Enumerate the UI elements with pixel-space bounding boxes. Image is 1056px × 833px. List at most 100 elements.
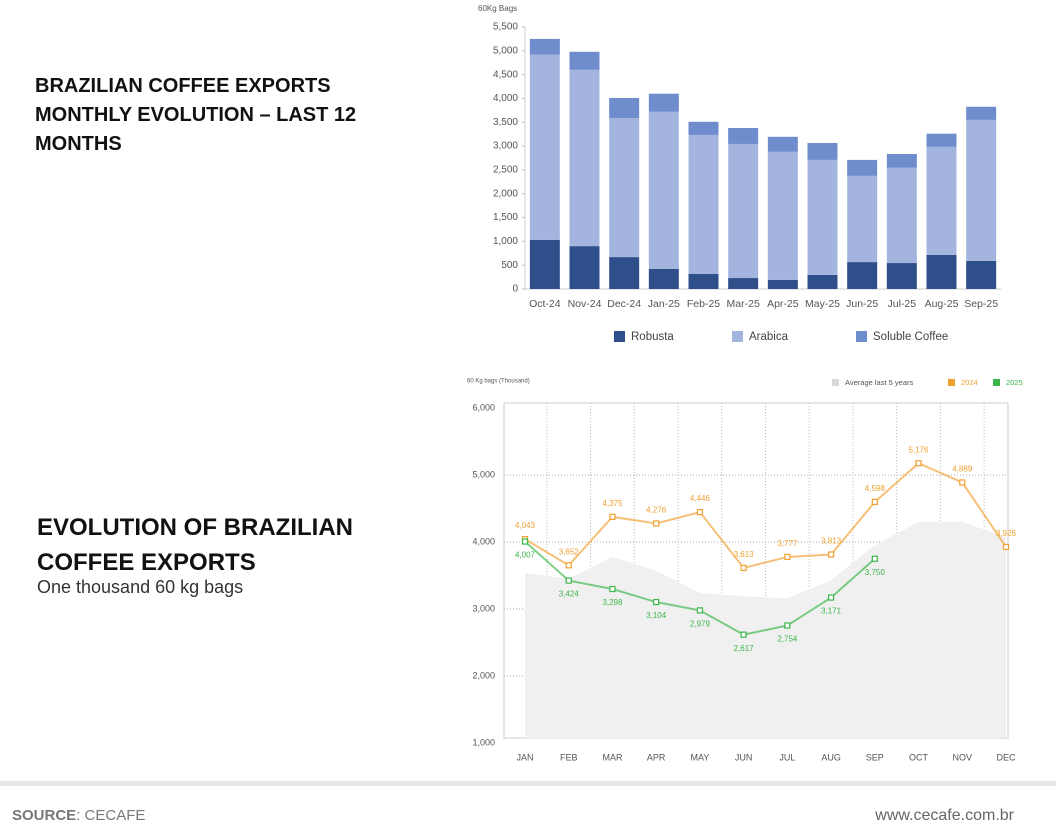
x-tick-label: MAY xyxy=(690,752,709,762)
x-tick-label: OCT xyxy=(909,752,929,762)
bar-segment xyxy=(529,38,560,55)
x-tick-label: Oct-24 xyxy=(529,298,561,310)
x-tick-label: NOV xyxy=(953,752,973,762)
y-tick-label: 2,000 xyxy=(472,670,495,680)
data-label: 3,813 xyxy=(821,537,842,546)
bar-segment xyxy=(688,134,719,274)
bar-segment xyxy=(569,69,600,247)
x-tick-label: Jul-25 xyxy=(888,298,917,310)
legend-swatch xyxy=(993,379,1000,386)
bar-segment xyxy=(886,167,917,264)
y-tick-label: 4,000 xyxy=(472,536,495,546)
data-label: 4,446 xyxy=(690,494,711,503)
x-tick-label: Mar-25 xyxy=(727,298,760,310)
source-value: : CECAFE xyxy=(76,807,146,824)
point xyxy=(784,553,791,561)
y-tick-label: 1,000 xyxy=(472,737,495,747)
bar-segment xyxy=(926,146,957,255)
x-tick-label: MAR xyxy=(602,752,623,762)
x-tick-label: Jun-25 xyxy=(846,298,878,310)
bar-segment xyxy=(767,279,798,289)
legend-swatch xyxy=(732,331,743,342)
point xyxy=(521,538,529,545)
bar-segment xyxy=(728,127,759,144)
x-tick-label: JUN xyxy=(735,752,753,762)
legend-label: 2024 xyxy=(961,378,978,387)
bar-segment xyxy=(886,263,917,289)
point xyxy=(740,631,747,638)
point xyxy=(565,562,572,569)
bar-segment xyxy=(728,143,759,279)
point xyxy=(653,520,660,527)
point xyxy=(871,498,878,506)
point xyxy=(915,460,922,467)
data-label: 4,276 xyxy=(646,506,667,515)
bar-segment xyxy=(648,111,679,269)
bar-segment xyxy=(529,239,560,289)
data-label: 5,176 xyxy=(909,445,930,454)
point xyxy=(740,564,747,572)
bar-segment xyxy=(648,93,679,112)
y-tick-label: 2,000 xyxy=(493,188,518,199)
point xyxy=(1002,543,1010,551)
point xyxy=(609,513,616,520)
bar-segment xyxy=(688,273,719,289)
point xyxy=(696,607,704,614)
y-axis-label: 60Kg Bags xyxy=(478,4,517,13)
data-label: 2,754 xyxy=(777,635,798,644)
bar-segment xyxy=(847,175,878,263)
bar-segment xyxy=(767,151,798,280)
y-tick-label: 4,000 xyxy=(493,93,518,104)
y-tick-label: 500 xyxy=(501,260,518,271)
x-tick-label: Aug-25 xyxy=(925,298,959,310)
chart-subtitle: One thousand 60 kg bags xyxy=(37,577,244,597)
x-tick-label: DEC xyxy=(996,752,1016,762)
x-tick-label: Dec-24 xyxy=(607,298,641,310)
x-tick-label: FEB xyxy=(560,752,578,762)
bar-segment xyxy=(966,119,997,261)
bar-segment xyxy=(529,54,560,240)
bar-segment xyxy=(926,133,957,147)
y-tick-label: 1,000 xyxy=(493,236,518,247)
bar-segment xyxy=(807,142,838,160)
legend-swatch xyxy=(856,331,867,342)
y-tick-label: 1,500 xyxy=(493,212,518,223)
y-tick-label: 5,500 xyxy=(493,22,518,33)
legend-swatch xyxy=(832,379,839,386)
y-tick-label: 4,500 xyxy=(493,69,518,80)
x-tick-label: JAN xyxy=(516,752,533,762)
bar-segment xyxy=(886,153,917,168)
data-label: 3,424 xyxy=(559,590,580,599)
x-tick-label: May-25 xyxy=(805,298,840,310)
data-label: 2,979 xyxy=(690,620,711,629)
data-label: 3,926 xyxy=(996,529,1017,538)
bar-segment xyxy=(648,268,679,289)
point xyxy=(959,479,966,486)
point xyxy=(784,622,791,629)
bar-segment xyxy=(688,121,719,135)
x-tick-label: Nov-24 xyxy=(568,298,602,310)
y-tick-label: 0 xyxy=(512,284,518,295)
y-tick-label: 5,000 xyxy=(472,469,495,479)
bar-segment xyxy=(728,278,759,289)
y-tick-label: 2,500 xyxy=(493,165,518,176)
point xyxy=(827,551,835,558)
point xyxy=(871,555,878,562)
x-tick-label: APR xyxy=(647,752,666,762)
point xyxy=(696,509,704,516)
bar-segment xyxy=(926,254,957,289)
source-label: SOURCE xyxy=(12,807,77,824)
bar-segment xyxy=(966,106,997,120)
x-tick-label: SEP xyxy=(866,752,884,762)
bar-segment xyxy=(767,136,798,152)
y-tick-label: 5,000 xyxy=(493,45,518,56)
bar-segment xyxy=(807,159,838,275)
y-tick-label: 3,000 xyxy=(472,603,495,613)
bar-segment xyxy=(847,262,878,289)
data-label: 3,750 xyxy=(865,568,886,577)
point xyxy=(827,594,835,601)
website: www.cecafe.com.br xyxy=(875,807,1014,824)
data-label: 3,652 xyxy=(559,547,580,556)
bar-segment xyxy=(807,274,838,289)
legend-swatch xyxy=(614,331,625,342)
